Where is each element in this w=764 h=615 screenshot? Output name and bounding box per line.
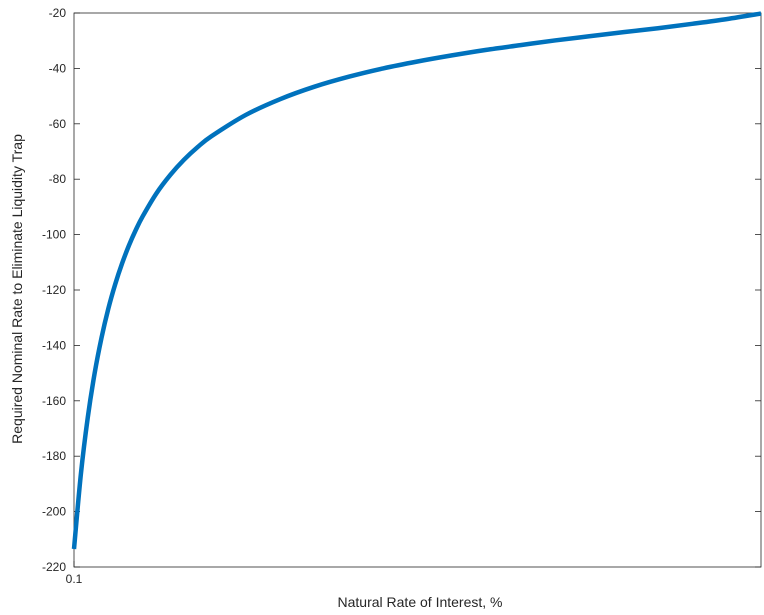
series-layer [71, 11, 762, 550]
y-tick-label: -180 [42, 449, 66, 463]
y-axis-title: Required Nominal Rate to Eliminate Liqui… [9, 134, 25, 444]
y-tick-label: -80 [49, 172, 67, 186]
series-line-0 [71, 11, 762, 550]
plot-area [73, 12, 762, 568]
y-axis-ticks: -220 -200 -180 -160 -140 -120 -100 -80 -60 -40 -20 [42, 6, 761, 574]
x-axis-ticks: 0.1 [66, 561, 83, 586]
y-tick-label: -140 [42, 338, 66, 352]
y-tick-label: -200 [42, 505, 66, 519]
x-tick-label: 0.1 [66, 572, 83, 586]
y-tick-label: -160 [42, 394, 66, 408]
y-tick-label: -60 [49, 117, 67, 131]
x-axis-title: Natural Rate of Interest, % [338, 594, 503, 610]
y-tick-label: -100 [42, 228, 66, 242]
y-tick-label: -220 [42, 560, 66, 574]
plot-frame [73, 12, 762, 568]
y-tick-label: -120 [42, 283, 66, 297]
y-tick-label: -40 [49, 61, 67, 75]
y-tick-label: -20 [49, 6, 67, 20]
